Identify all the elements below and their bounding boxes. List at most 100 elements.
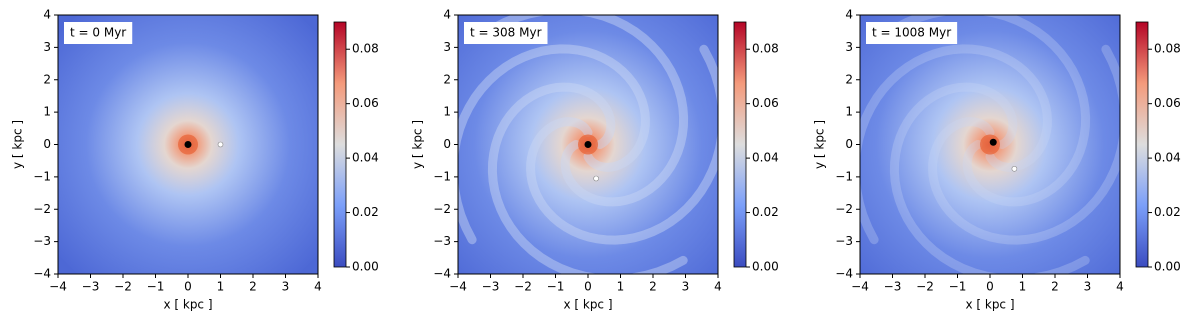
y-tick-label: 4 xyxy=(43,8,51,22)
x-tick-label: 2 xyxy=(649,280,657,294)
y-tick-label: 0 xyxy=(443,137,451,151)
x-axis-label: x [ kpc ] xyxy=(163,298,212,312)
y-tick-label: −1 xyxy=(835,169,853,183)
x-tick-label: 0 xyxy=(986,280,994,294)
x-tick-label: −4 xyxy=(49,280,67,294)
x-tick-label: −3 xyxy=(482,280,500,294)
colorbar-tick-label: 0.04 xyxy=(352,151,379,165)
y-axis-label: y [ kpc ] xyxy=(813,120,827,169)
satellite xyxy=(1011,165,1018,172)
colorbar-tick-label: 0.08 xyxy=(1154,42,1181,56)
spiral-arm xyxy=(526,44,718,245)
x-tick-label: −1 xyxy=(949,280,967,294)
y-axis-label: y [ kpc ] xyxy=(11,120,25,169)
y-tick-label: −2 xyxy=(33,202,51,216)
colorbar-tick-label: 0.00 xyxy=(752,260,779,274)
colorbar xyxy=(333,21,347,268)
colorbar-tick-label: 0.04 xyxy=(1154,151,1181,165)
x-tick-label: 0 xyxy=(184,280,192,294)
colorbar-tick-label: 0.08 xyxy=(352,42,379,56)
satellite xyxy=(217,141,224,148)
y-tick-label: 3 xyxy=(443,40,451,54)
y-tick-label: −3 xyxy=(33,234,51,248)
y-tick-label: 0 xyxy=(845,137,853,151)
x-tick-label: 3 xyxy=(282,280,290,294)
black-hole xyxy=(184,141,192,148)
density-map xyxy=(860,15,1120,274)
x-tick-label: −2 xyxy=(114,280,132,294)
y-tick-label: 1 xyxy=(43,105,51,119)
spiral-arm xyxy=(488,15,689,207)
colorbar-tick-label: 0.06 xyxy=(752,96,779,110)
x-tick-label: 2 xyxy=(249,280,257,294)
y-tick-label: −1 xyxy=(33,169,51,183)
colorbar-tick-label: 0.04 xyxy=(752,151,779,165)
annotation-box xyxy=(866,22,958,44)
y-tick-label: 1 xyxy=(443,105,451,119)
x-tick-label: 1 xyxy=(1019,280,1027,294)
y-tick-label: 2 xyxy=(845,72,853,86)
y-tick-label: 4 xyxy=(845,8,853,22)
y-tick-label: −2 xyxy=(835,202,853,216)
x-tick-label: 3 xyxy=(1084,280,1092,294)
x-axis-label: x [ kpc ] xyxy=(965,298,1014,312)
spiral-arm xyxy=(458,44,650,245)
y-tick-label: 4 xyxy=(443,8,451,22)
x-tick-label: −4 xyxy=(449,280,467,294)
spiral-arm xyxy=(487,82,688,274)
colorbar-tick-label: 0.00 xyxy=(352,260,379,274)
y-tick-label: 3 xyxy=(845,40,853,54)
y-tick-label: 0 xyxy=(43,137,51,151)
y-tick-label: −4 xyxy=(835,267,853,281)
y-tick-label: −4 xyxy=(33,267,51,281)
colorbar xyxy=(1135,21,1149,268)
colorbar-tick-label: 0.08 xyxy=(752,42,779,56)
x-tick-label: 4 xyxy=(1116,280,1124,294)
black-hole xyxy=(989,138,997,146)
spiral-arm xyxy=(889,82,1090,274)
y-tick-label: −2 xyxy=(433,202,451,216)
y-tick-label: 3 xyxy=(43,40,51,54)
x-axis-label: x [ kpc ] xyxy=(563,298,612,312)
spiral-arm xyxy=(860,44,1052,245)
x-tick-label: 1 xyxy=(217,280,225,294)
colorbar-tick-label: 0.06 xyxy=(352,96,379,110)
y-tick-label: 2 xyxy=(443,72,451,86)
x-tick-label: −3 xyxy=(884,280,902,294)
colorbar-tick-label: 0.02 xyxy=(352,205,379,219)
x-tick-label: 4 xyxy=(314,280,322,294)
x-tick-label: −2 xyxy=(916,280,934,294)
annotation-box xyxy=(464,22,548,44)
black-hole xyxy=(584,141,592,148)
density-map xyxy=(58,15,318,274)
annotation: t = 1008 Myr xyxy=(872,26,951,40)
satellite xyxy=(593,175,599,182)
annotation-box xyxy=(64,22,133,44)
x-tick-label: −4 xyxy=(851,280,869,294)
y-axis-label: y [ kpc ] xyxy=(411,120,425,169)
x-tick-label: −1 xyxy=(547,280,565,294)
x-tick-label: 3 xyxy=(682,280,690,294)
colorbar-tick-label: 0.02 xyxy=(752,205,779,219)
colorbar-tick-label: 0.06 xyxy=(1154,96,1181,110)
y-tick-label: −3 xyxy=(433,234,451,248)
y-tick-label: −4 xyxy=(433,267,451,281)
x-tick-label: 2 xyxy=(1051,280,1059,294)
y-tick-label: 2 xyxy=(43,72,51,86)
x-tick-label: −1 xyxy=(147,280,165,294)
colorbar-tick-label: 0.02 xyxy=(1154,205,1181,219)
x-tick-label: 0 xyxy=(584,280,592,294)
y-tick-label: −1 xyxy=(433,169,451,183)
x-tick-label: −3 xyxy=(82,280,100,294)
y-tick-label: 1 xyxy=(845,105,853,119)
colorbar-tick-label: 0.00 xyxy=(1154,260,1181,274)
x-tick-label: 1 xyxy=(617,280,625,294)
colorbar xyxy=(733,21,747,268)
annotation: t = 0 Myr xyxy=(70,26,126,40)
annotation: t = 308 Myr xyxy=(470,26,542,40)
x-tick-label: −2 xyxy=(514,280,532,294)
x-tick-label: 4 xyxy=(714,280,722,294)
spiral-arm xyxy=(890,15,1091,207)
core xyxy=(980,134,1000,155)
